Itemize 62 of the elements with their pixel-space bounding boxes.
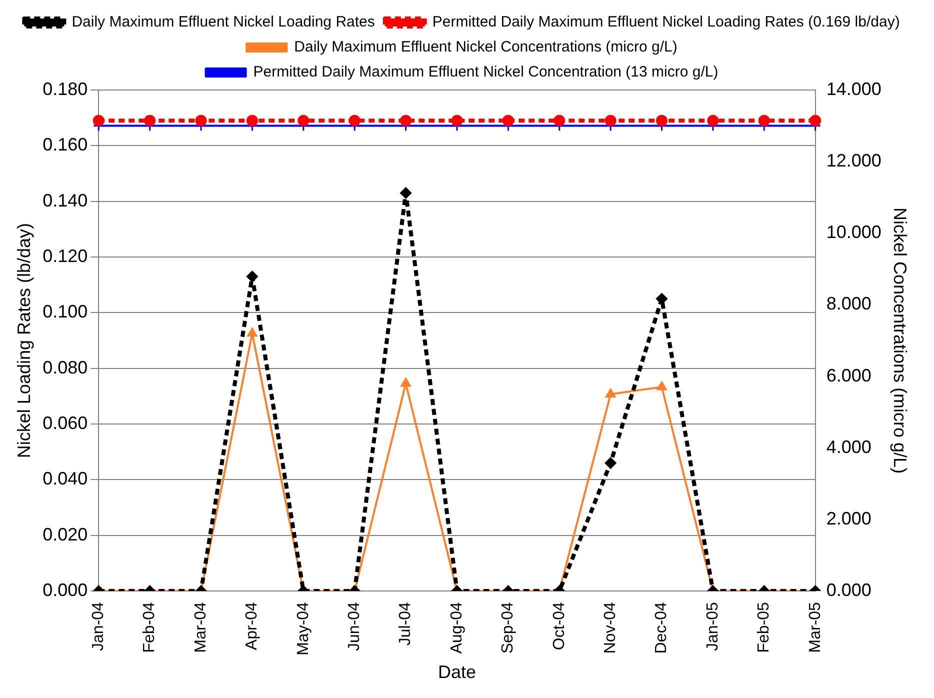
legend-label: Daily Maximum Effluent Nickel Loading Rates [72, 14, 375, 31]
point [605, 388, 616, 398]
y2-tick-label: 6.000 [826, 365, 872, 386]
y2-tick-label: 2.000 [826, 508, 872, 528]
y-tick-label: 0.000 [42, 580, 88, 600]
point [810, 114, 822, 126]
point [400, 187, 412, 199]
x-tick-label: Apr-04 [244, 602, 261, 650]
y-axis-title: Nickel Loading Rates (lb/day) [14, 222, 34, 458]
point [604, 114, 616, 126]
y2-tick-label: 4.000 [826, 436, 872, 457]
y2-tick-label: 12.000 [826, 150, 882, 171]
x-tick-label: Feb-05 [756, 602, 773, 653]
point [707, 114, 719, 126]
point [502, 114, 514, 126]
x-tick-label: Dec-04 [653, 602, 670, 654]
point [247, 328, 258, 337]
y2-tick-label: 10.000 [826, 222, 882, 242]
legend-label: Permitted Daily Maximum Effluent Nickel Loading Rates (0.169 lb/day) [432, 14, 900, 31]
x-axis-title: Date [438, 662, 476, 682]
x-tick-label: Feb-04 [141, 602, 158, 653]
y-tick-label: 0.140 [42, 190, 88, 210]
y-tick-label: 0.040 [42, 468, 88, 489]
point [348, 114, 360, 126]
point [246, 114, 258, 126]
legend-label: Daily Maximum Effluent Nickel Concentrations (micro g/L) [294, 38, 678, 56]
point [92, 114, 104, 126]
x-tick-label: Jan-05 [704, 602, 722, 651]
x-tick-label: May-04 [294, 602, 312, 656]
y-tick-label: 0.020 [42, 524, 88, 544]
y2-axis-title: Nickel Concentrations (micro g/L) [890, 207, 910, 474]
x-tick-label: Jul-04 [397, 602, 414, 646]
legend-label: Permitted Daily Maximum Effluent Nickel Concentration (13 micro g/L) [253, 64, 718, 81]
point [451, 114, 463, 126]
y-tick-label: 0.100 [42, 302, 88, 322]
point [656, 293, 668, 305]
y2-tick-label: 8.000 [826, 294, 872, 314]
y-tick-label: 0.060 [42, 413, 88, 433]
point [400, 378, 411, 387]
x-tick-label: Mar-05 [806, 602, 824, 653]
y2-tick-label: 14.000 [826, 78, 882, 99]
point [195, 114, 207, 126]
point [758, 114, 770, 126]
point [144, 114, 156, 126]
point [298, 114, 310, 126]
point [656, 114, 668, 126]
y-tick-label: 0.120 [42, 246, 88, 266]
x-tick-label: Mar-04 [192, 602, 210, 653]
point [246, 270, 258, 282]
point [656, 381, 667, 390]
x-tick-label: Aug-04 [448, 602, 466, 654]
point [554, 114, 566, 126]
x-tick-label: Jun-04 [346, 602, 364, 651]
x-tick-label: Oct-04 [550, 602, 568, 650]
y2-tick-label: 0.000 [826, 580, 872, 600]
x-tick-label: Nov-04 [602, 602, 619, 654]
y-tick-label: 0.080 [42, 357, 88, 378]
x-tick-label: Jan-04 [90, 602, 108, 651]
x-tick-label: Sep-04 [500, 602, 517, 654]
y-tick-label: 0.160 [42, 134, 88, 155]
point [400, 114, 412, 126]
y-tick-label: 0.180 [42, 78, 88, 99]
